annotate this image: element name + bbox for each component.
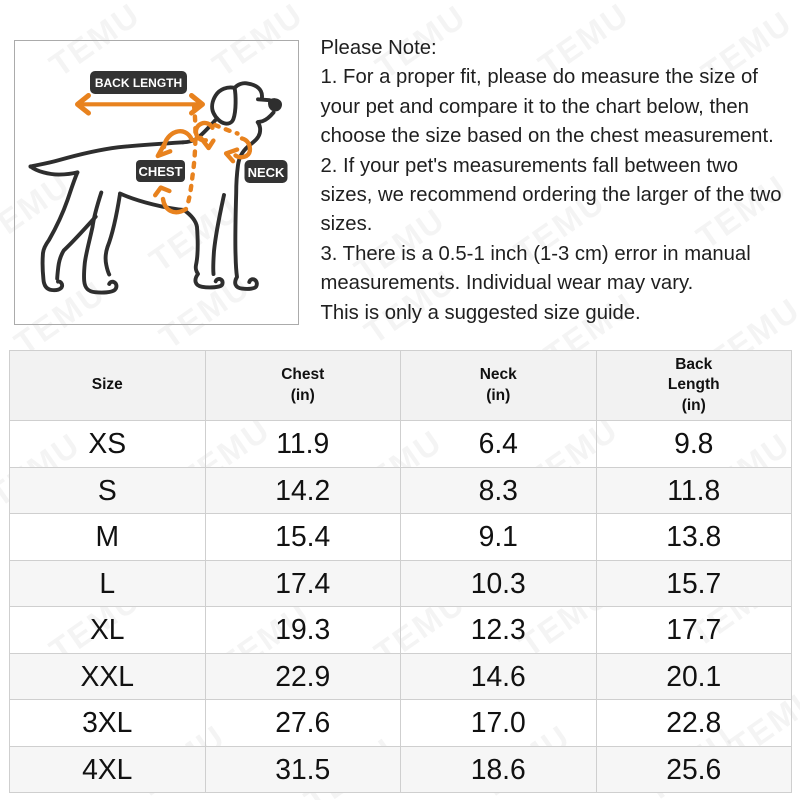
svg-text:BACK LENGTH: BACK LENGTH [95, 76, 182, 90]
svg-text:CHEST: CHEST [138, 164, 182, 179]
svg-text:NECK: NECK [248, 165, 285, 180]
